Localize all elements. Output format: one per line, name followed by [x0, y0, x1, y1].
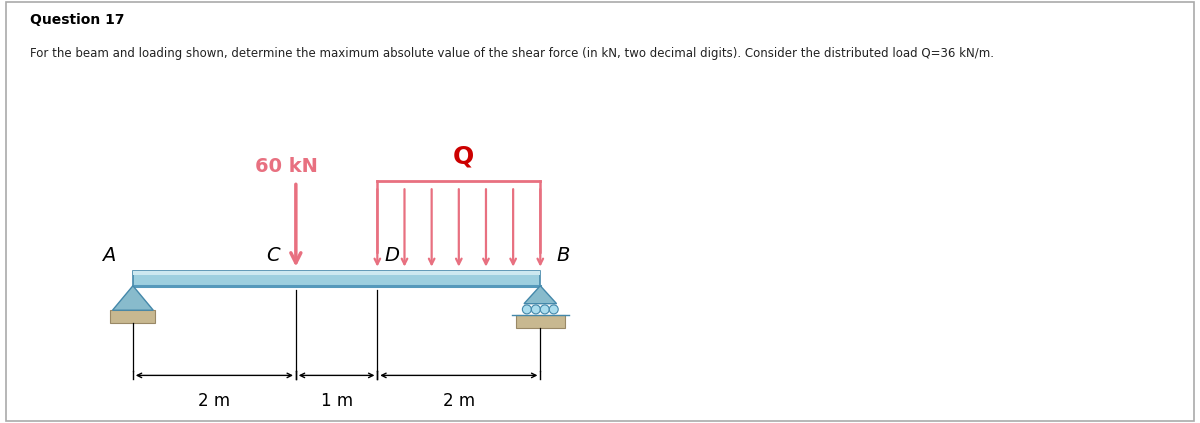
Circle shape: [540, 305, 550, 314]
Text: Question 17: Question 17: [30, 13, 125, 27]
Circle shape: [532, 305, 540, 314]
Text: D: D: [384, 246, 400, 265]
Text: A: A: [102, 246, 115, 265]
Circle shape: [550, 305, 558, 314]
Text: C: C: [266, 246, 280, 265]
FancyBboxPatch shape: [516, 315, 565, 328]
Circle shape: [522, 305, 532, 314]
Text: 1 m: 1 m: [320, 392, 353, 410]
FancyBboxPatch shape: [133, 271, 540, 275]
Polygon shape: [113, 286, 154, 310]
Polygon shape: [524, 286, 557, 304]
Text: 60 kN: 60 kN: [256, 157, 318, 176]
Text: 2 m: 2 m: [198, 392, 230, 410]
FancyBboxPatch shape: [133, 271, 540, 286]
Text: For the beam and loading shown, determine the maximum absolute value of the shea: For the beam and loading shown, determin…: [30, 47, 994, 60]
Text: B: B: [557, 246, 570, 265]
FancyBboxPatch shape: [110, 310, 155, 323]
Text: Q: Q: [452, 145, 474, 168]
Text: 2 m: 2 m: [443, 392, 475, 410]
